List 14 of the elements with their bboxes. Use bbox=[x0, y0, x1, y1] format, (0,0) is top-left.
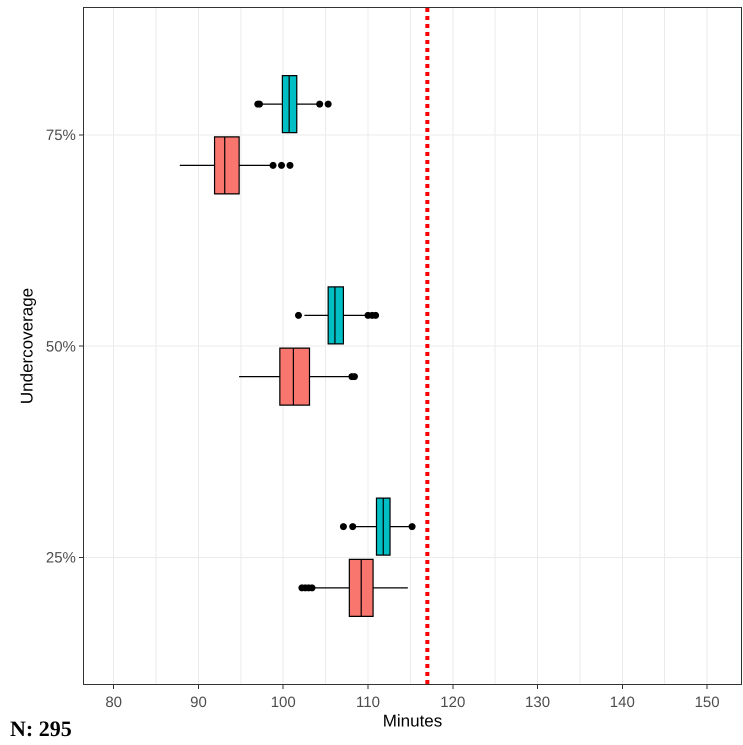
y-tick-label: 50% bbox=[46, 338, 76, 356]
x-axis-title: Minutes bbox=[382, 712, 442, 730]
x-tick-label: 120 bbox=[440, 694, 466, 712]
x-tick-label: 80 bbox=[105, 694, 122, 712]
x-tick-label: 110 bbox=[356, 694, 380, 712]
y-tick-label: 25% bbox=[46, 550, 76, 566]
text: N: 295 bbox=[10, 716, 72, 741]
x-tick-label: 150 bbox=[694, 694, 720, 712]
y-axis-title: Undercoverage bbox=[17, 288, 36, 404]
x-tick-label: 140 bbox=[610, 694, 635, 712]
y-tick-label: 75% bbox=[46, 127, 76, 144]
x-tick-label: 130 bbox=[525, 694, 550, 712]
x-tick-label: 100 bbox=[270, 694, 296, 712]
x-tick-label: 90 bbox=[190, 694, 207, 712]
